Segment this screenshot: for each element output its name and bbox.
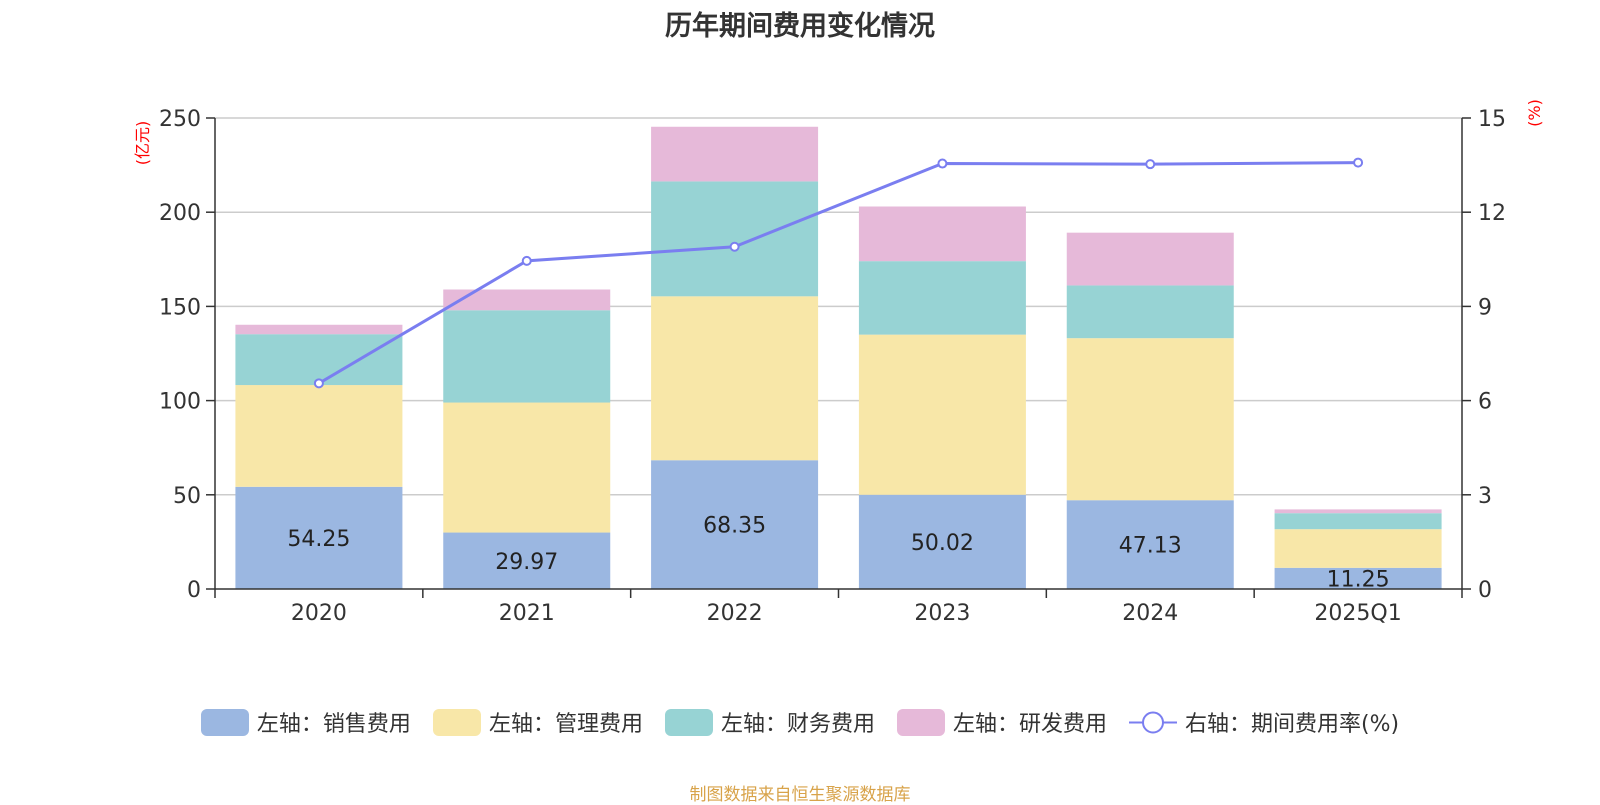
legend-swatch-finance bbox=[664, 708, 713, 736]
left-axis-tick-label: 250 bbox=[159, 107, 201, 132]
left-axis-tick-label: 0 bbox=[187, 578, 201, 603]
right-axis-tick-label: 6 bbox=[1478, 390, 1492, 415]
left-axis-tick-label: 200 bbox=[159, 201, 201, 226]
rate-line bbox=[313, 157, 1364, 389]
rate-point bbox=[1353, 157, 1364, 168]
right-axis-tick-label: 0 bbox=[1478, 578, 1492, 603]
rate-point bbox=[313, 378, 324, 389]
bar-segment bbox=[443, 310, 611, 403]
right-axis-tick-label: 9 bbox=[1478, 295, 1492, 320]
bar-segment bbox=[235, 334, 403, 386]
bar-segment bbox=[1066, 285, 1234, 339]
x-axis-category-label: 2022 bbox=[707, 601, 763, 626]
bars bbox=[235, 126, 1442, 589]
right-axis-unit-label: (%) bbox=[1525, 99, 1544, 127]
x-axis-category-label: 2024 bbox=[1122, 601, 1178, 626]
bar-segment bbox=[235, 385, 403, 487]
x-axis-category-label: 2023 bbox=[914, 601, 970, 626]
chart-area: 0 50 100 150 200 250 0 3 6 9 12 15 2020 2021 2022 2023 2… bbox=[133, 99, 1544, 626]
legend-label-rate: 右轴：期间费用率(%) bbox=[1184, 712, 1400, 737]
bar-segment bbox=[651, 460, 819, 589]
axes: 0 50 100 150 200 250 0 3 6 9 12 15 2020 2021 2022 2023 2… bbox=[159, 107, 1506, 626]
legend-swatch-sales bbox=[200, 708, 249, 736]
right-axis-tick-label: 15 bbox=[1478, 107, 1506, 132]
bar-segment bbox=[1066, 232, 1234, 286]
legend-swatch-rate bbox=[1128, 711, 1177, 733]
legend-item-finance[interactable]: 左轴：财务费用 bbox=[664, 706, 875, 738]
legend-item-rate[interactable]: 右轴：期间费用率(%) bbox=[1128, 706, 1400, 738]
bar-segment bbox=[1274, 509, 1442, 514]
rate-line-path bbox=[318, 161, 1359, 385]
left-axis-tick-label: 150 bbox=[159, 295, 201, 320]
legend-label-rd: 左轴：研发费用 bbox=[952, 712, 1107, 737]
bar-value-label: 54.25 bbox=[287, 527, 350, 552]
bar-value-label: 47.13 bbox=[1119, 534, 1182, 559]
x-axis-category-label: 2025Q1 bbox=[1314, 601, 1401, 626]
bar-segment bbox=[1066, 500, 1234, 589]
legend-item-sales[interactable]: 左轴：销售费用 bbox=[200, 706, 411, 738]
bar-value-label: 68.35 bbox=[703, 514, 766, 539]
bar-segment bbox=[651, 181, 819, 297]
rate-point bbox=[729, 241, 740, 252]
bar-value-label: 29.97 bbox=[495, 550, 558, 575]
bar-segment bbox=[858, 206, 1026, 262]
bar-segment bbox=[858, 261, 1026, 335]
right-axis-tick-label: 12 bbox=[1478, 201, 1506, 226]
bar-value-label: 11.25 bbox=[1327, 567, 1390, 592]
bar-segment bbox=[443, 289, 611, 311]
left-axis-tick-label: 100 bbox=[159, 390, 201, 415]
legend-label-finance: 左轴：财务费用 bbox=[720, 712, 875, 737]
bar-segment bbox=[235, 486, 403, 589]
bar-segment bbox=[1274, 513, 1442, 530]
left-axis-tick-label: 50 bbox=[173, 484, 201, 509]
bar-segment bbox=[1066, 338, 1234, 501]
bar-segment bbox=[651, 126, 819, 182]
bar-value-label: 50.02 bbox=[911, 531, 974, 556]
left-axis-unit-label: (亿元) bbox=[133, 121, 152, 166]
source-note: 制图数据来自恒生聚源数据库 bbox=[689, 785, 911, 805]
legend-label-admin: 左轴：管理费用 bbox=[488, 712, 643, 737]
bar-segment bbox=[443, 532, 611, 589]
chart-title: 历年期间费用变化情况 bbox=[665, 11, 935, 42]
bar-segment bbox=[235, 324, 403, 335]
legend-item-admin[interactable]: 左轴：管理费用 bbox=[432, 706, 643, 738]
bar-segment bbox=[858, 494, 1026, 589]
legend-swatch-rd bbox=[896, 708, 945, 736]
rate-point bbox=[937, 158, 948, 169]
right-axis-tick-label: 3 bbox=[1478, 484, 1492, 509]
bar-segment bbox=[443, 402, 611, 533]
bar-segment bbox=[858, 334, 1026, 495]
x-axis-category-label: 2020 bbox=[291, 601, 347, 626]
legend-swatch-admin bbox=[432, 708, 481, 736]
grid-lines bbox=[215, 117, 1462, 496]
bar-segment bbox=[651, 296, 819, 461]
legend-label-sales: 左轴：销售费用 bbox=[256, 712, 411, 737]
x-axis-category-label: 2021 bbox=[499, 601, 555, 626]
legend: 左轴：销售费用 左轴：管理费用 左轴：财务费用 左轴：研发费用 右轴：期间费用率… bbox=[0, 706, 1600, 738]
rate-point bbox=[521, 255, 532, 266]
legend-item-rd[interactable]: 左轴：研发费用 bbox=[896, 706, 1107, 738]
rate-point bbox=[1145, 159, 1156, 170]
bar-segment bbox=[1274, 567, 1442, 589]
bar-segment bbox=[1274, 529, 1442, 568]
data-labels: 54.25 29.97 68.35 50.02 47.13 11.25 bbox=[287, 514, 1389, 593]
